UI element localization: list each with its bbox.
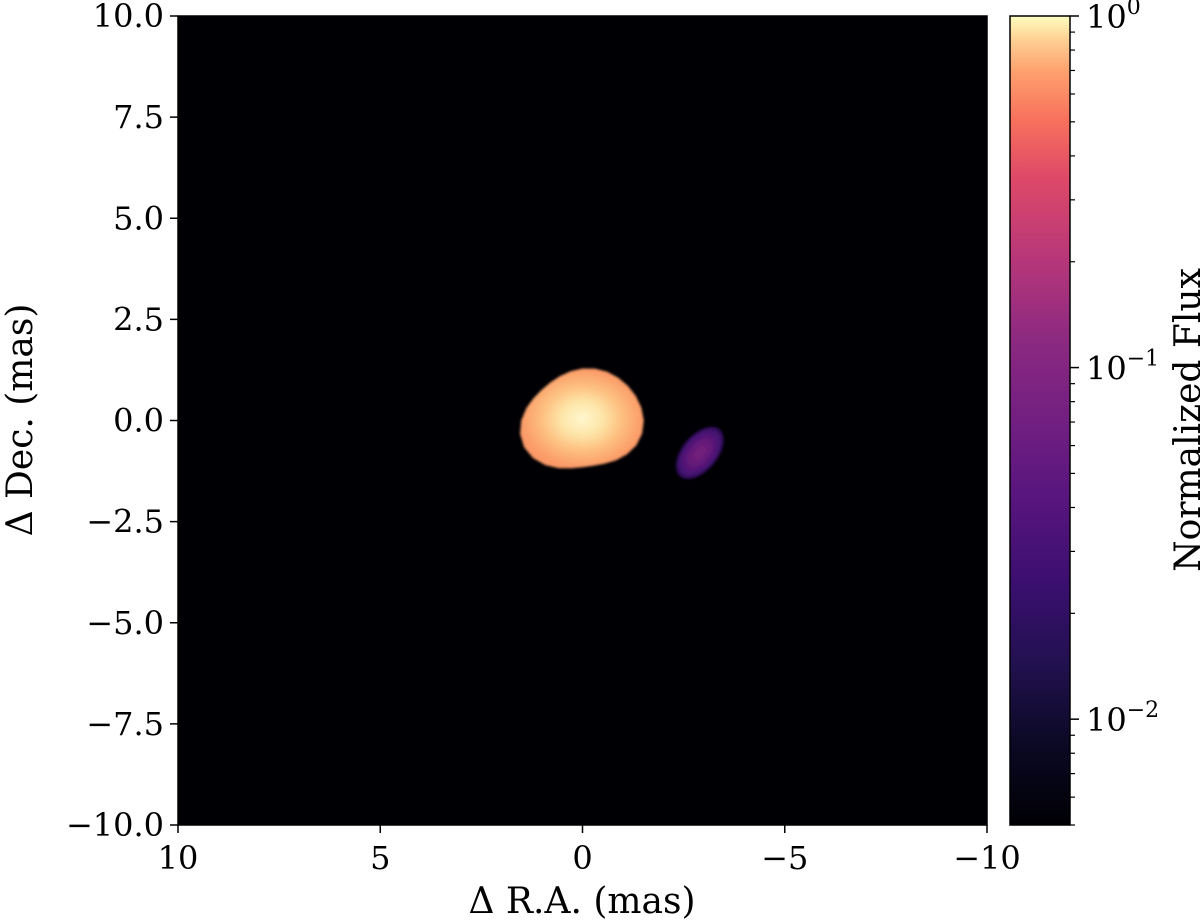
y-tick-label: 7.5 [113, 98, 164, 136]
x-tick-label: −5 [761, 839, 808, 877]
y-tick-label: 10.0 [93, 0, 164, 35]
y-axis-label: Δ Dec. (mas) [0, 304, 41, 537]
companion-source [675, 426, 724, 480]
x-tick-label: 5 [370, 839, 390, 877]
colorbar-axis: 10−2 10−1 100 [1070, 0, 1159, 826]
x-tick-label: −10 [953, 839, 1021, 877]
y-tick-label: 0.0 [113, 402, 164, 440]
colorbar-tick-label: 100 [1086, 0, 1141, 36]
y-tick-label: −7.5 [86, 705, 164, 743]
primary-source [520, 368, 644, 469]
x-tick-label: 0 [572, 839, 592, 877]
x-tick-label: 10 [158, 839, 199, 877]
colorbar-tick-label: 10−2 [1086, 698, 1159, 739]
colorbar-label: Normalized Flux [1168, 268, 1200, 572]
y-tick-label: −2.5 [86, 503, 164, 541]
y-tick-label: 5.0 [113, 199, 164, 237]
y-tick-label: −10.0 [66, 806, 164, 844]
y-tick-label: 2.5 [113, 300, 164, 338]
heatmap-sources [520, 368, 724, 480]
x-axis: 10 5 0 −5 −10 [158, 825, 1021, 877]
colorbar-tick-label: 10−1 [1086, 347, 1159, 388]
x-axis-label: Δ R.A. (mas) [468, 881, 695, 922]
y-axis: 10.0 7.5 5.0 2.5 0.0 −2.5 −5.0 −7.5 −10.0 [66, 0, 178, 844]
colorbar [1009, 15, 1071, 826]
y-tick-label: −5.0 [86, 604, 164, 642]
